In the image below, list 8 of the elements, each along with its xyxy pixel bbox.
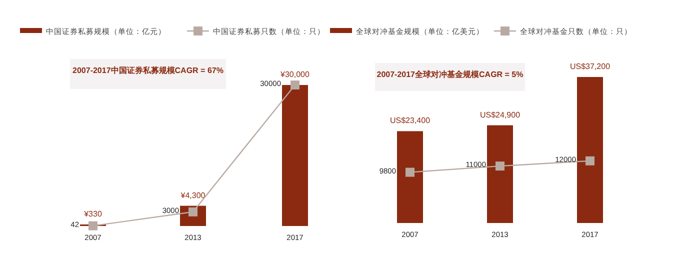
text: 2007-2017中国证券私募规模CAGR = 67% (72, 66, 224, 75)
data-label: ¥330 (83, 209, 102, 218)
annotation: 2007-2017全球对冲基金规模CAGR = 5% (376, 70, 524, 79)
data-label: ¥30,000 (280, 70, 310, 79)
data-label: US$24,900 (480, 110, 521, 120)
data-label: ¥4,300 (180, 190, 206, 200)
data-label: US$23,400 (390, 116, 431, 126)
data-label: US$37,200 (570, 62, 611, 71)
